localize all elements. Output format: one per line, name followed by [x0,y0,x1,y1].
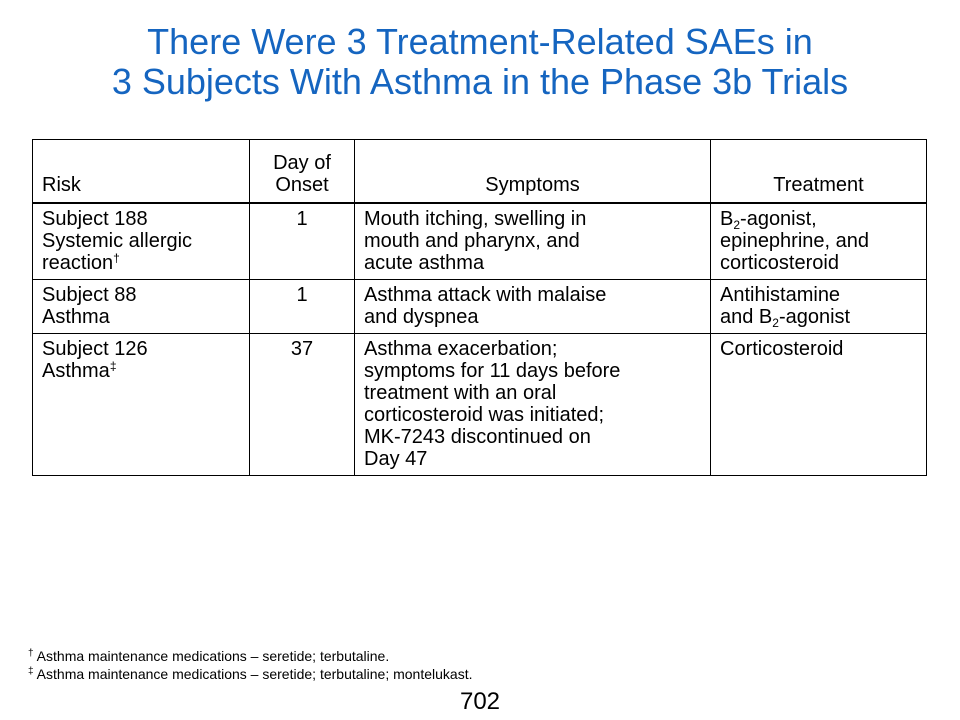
treatment-line: and B2-agonist [720,306,917,330]
day-of-onset-cell: 37 [249,333,355,476]
table-row: Subject 188 Systemic allergic reaction† … [32,202,927,280]
footnote-mark: † [113,251,120,265]
slide-title: There Were 3 Treatment-Related SAEs in 3… [0,22,960,102]
symptom-line: treatment with an oral [364,382,557,404]
risk-line: Systemic allergic [42,230,193,252]
risk-line: Asthma‡ [42,360,240,382]
treatment-line: corticosteroid [720,252,839,274]
treatment-line: B2-agonist, [720,208,917,232]
footnote: ‡ Asthma maintenance medications – seret… [28,665,472,683]
treatment-text: B [720,208,734,230]
footnote-mark: ‡ [28,666,34,677]
treatment-text: -agonist, [740,208,817,230]
risk-subject: Subject 126 [42,338,148,360]
symptom-line: MK-7243 discontinued on [364,426,591,448]
symptoms-cell: Mouth itching, swelling in mouth and pha… [354,202,711,280]
subscript: 2 [733,218,741,232]
footnote: † Asthma maintenance medications – seret… [28,647,472,665]
symptom-line: Day 47 [364,448,428,470]
symptom-line: and dyspnea [364,306,479,328]
symptoms-cell: Asthma exacerbation; symptoms for 11 day… [354,333,711,476]
risk-cell: Subject 126 Asthma‡ [32,333,250,476]
footnote-text: Asthma maintenance medications – seretid… [33,648,390,664]
title-line-2: 3 Subjects With Asthma in the Phase 3b T… [111,61,849,102]
risk-text: Asthma [42,360,110,382]
symptom-line: Asthma attack with malaise [364,284,607,306]
treatment-cell: Antihistamine and B2-agonist [710,279,927,334]
table-row: Subject 88 Asthma 1 Asthma attack with m… [32,279,927,334]
risk-subject: Subject 88 [42,284,137,306]
header-symptoms: Symptoms [354,139,711,204]
treatment-text: and B [720,306,773,328]
footnote-text: Asthma maintenance medications – seretid… [33,666,473,682]
footnote-mark: † [28,648,34,659]
header-day-line-2: Onset [275,174,329,196]
page-number: 702 [459,688,501,715]
risk-text: reaction [42,252,114,274]
symptom-line: corticosteroid was initiated; [364,404,605,426]
symptoms-cell: Asthma attack with malaise and dyspnea [354,279,711,334]
treatment-cell: B2-agonist, epinephrine, and corticoster… [710,202,927,280]
day-of-onset-cell: 1 [249,279,355,334]
footnote-mark: ‡ [109,359,117,373]
risk-cell: Subject 88 Asthma [32,279,250,334]
header-treatment: Treatment [710,139,927,204]
header-day-line-1: Day of [273,152,331,174]
title-line-1: There Were 3 Treatment-Related SAEs in [147,21,813,62]
risk-cell: Subject 188 Systemic allergic reaction† [32,202,250,280]
header-risk: Risk [32,139,250,204]
symptom-line: acute asthma [364,252,485,274]
risk-line: reaction† [42,252,240,274]
table-row: Subject 126 Asthma‡ 37 Asthma exacerbati… [32,333,927,476]
risk-subject: Subject 188 [42,208,148,230]
footnotes: † Asthma maintenance medications – seret… [28,647,472,683]
symptom-line: mouth and pharynx, and [364,230,580,252]
treatment-line: Corticosteroid [720,338,844,360]
treatment-line: epinephrine, and [720,230,870,252]
subscript: 2 [772,316,779,330]
symptom-line: Mouth itching, swelling in [364,208,587,230]
day-of-onset-cell: 1 [249,202,355,280]
treatment-cell: Corticosteroid [710,333,927,476]
treatment-line: Antihistamine [720,284,841,306]
table-header-row: Risk Day of Onset Symptoms Treatment [32,139,927,204]
symptom-line: symptoms for 11 days before [364,360,621,382]
risk-line: Asthma [42,306,110,328]
sae-table: Risk Day of Onset Symptoms Treatment Sub… [32,139,927,476]
symptom-line: Asthma exacerbation; [364,338,558,360]
header-day-of-onset: Day of Onset [249,139,355,204]
treatment-text: -agonist [778,306,851,328]
